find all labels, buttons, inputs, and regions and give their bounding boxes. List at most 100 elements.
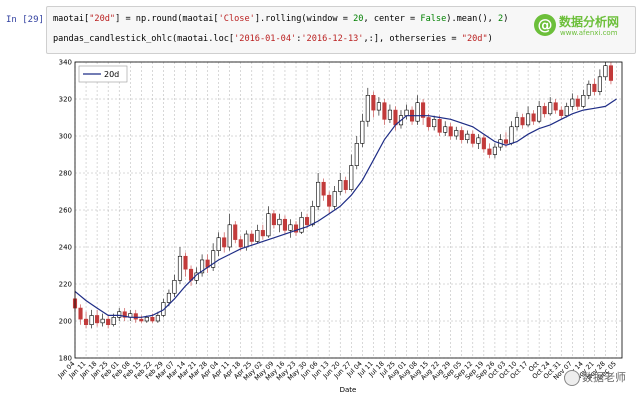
candle-body [448, 126, 453, 137]
candle-body [84, 318, 89, 325]
candle-body [305, 217, 310, 226]
candle-body [260, 230, 265, 237]
candle-body [332, 191, 337, 207]
candle-body [288, 224, 293, 231]
candle-body [282, 218, 288, 231]
candle-body [570, 98, 575, 107]
candle-body [277, 218, 282, 226]
candle-body [581, 95, 586, 107]
legend-label-20d: 20d [104, 70, 119, 79]
candle-body [421, 102, 426, 118]
candle-body [608, 65, 613, 81]
candle-body [266, 213, 271, 237]
candle-body [227, 224, 232, 248]
candle-body [487, 148, 492, 155]
candle-body [470, 133, 475, 144]
candle-body [371, 95, 376, 111]
candle-body [426, 117, 431, 128]
candle-body [95, 315, 100, 324]
candle-body [564, 106, 569, 116]
candle-body [553, 102, 558, 111]
candle-body [299, 217, 304, 233]
y-tick-label: 220 [59, 281, 72, 289]
y-tick-label: 200 [59, 318, 72, 326]
candle-body [481, 137, 486, 150]
candle-body [244, 233, 249, 248]
candle-body [531, 113, 536, 122]
candle-body [78, 307, 83, 320]
candle-body [387, 109, 392, 120]
wechat-icon [564, 370, 580, 386]
candle-body [526, 113, 531, 126]
candle-body [592, 83, 597, 92]
candle-body [100, 318, 105, 324]
candle-body [537, 106, 542, 122]
candle-body [548, 102, 553, 115]
candle-body [514, 117, 520, 128]
candle-body [503, 139, 509, 144]
candle-body [343, 180, 348, 190]
candle-body [459, 130, 464, 140]
candle-body [133, 313, 138, 320]
candle-body [376, 102, 381, 111]
candle-body [177, 255, 183, 281]
candle-body [559, 109, 564, 116]
candle-body [249, 233, 254, 242]
candle-body [233, 224, 238, 240]
candle-body [476, 137, 481, 144]
candle-body [321, 181, 326, 196]
candle-body [360, 120, 365, 144]
afenxi-logo: @ 数据分析网 www.afenxi.com [534, 10, 630, 44]
candle-body [310, 206, 315, 226]
x-axis-label: Date [340, 386, 357, 394]
candle-body [404, 109, 409, 116]
candle-body [255, 230, 260, 242]
candle-body [382, 102, 387, 120]
candle-body [172, 279, 177, 294]
y-tick-label: 180 [59, 355, 72, 363]
candle-body [200, 259, 205, 274]
candle-body [349, 165, 354, 190]
candle-body [338, 180, 343, 192]
candle-body [443, 126, 448, 133]
candle-body [465, 133, 470, 140]
candle-body [139, 318, 144, 322]
y-tick-label: 280 [59, 170, 72, 178]
candle-body [271, 213, 276, 226]
legend-box [78, 65, 128, 83]
candle-body [509, 126, 514, 144]
candle-body [144, 316, 149, 322]
y-tick-label: 320 [59, 96, 72, 104]
y-tick-label: 300 [59, 133, 72, 141]
candle-body [415, 102, 420, 122]
candle-body [111, 316, 116, 325]
candle-body [597, 76, 602, 92]
legend: 20d [78, 65, 128, 83]
series-line-20d [74, 98, 617, 318]
y-tick-label: 240 [59, 244, 72, 252]
candle-body [575, 98, 580, 107]
candle-body [238, 239, 243, 248]
candle-body [492, 146, 497, 155]
candle-body [122, 311, 127, 318]
candle-body [586, 83, 591, 96]
candle-body [183, 255, 188, 270]
candle-body [222, 237, 227, 248]
candle-body [520, 117, 525, 126]
logo-text: 数据分析网 [559, 15, 620, 29]
candle-body [150, 316, 155, 322]
y-tick-label: 340 [59, 59, 72, 67]
candle-body [293, 224, 299, 233]
candle-body [603, 65, 608, 78]
candle-body [89, 315, 94, 326]
candle-body [106, 318, 111, 325]
logo-at-icon: @ [534, 14, 556, 36]
candle-body [211, 250, 216, 268]
candle-body [354, 143, 359, 166]
candle-body [316, 181, 321, 207]
wechat-watermark: 数据老师 [564, 369, 626, 386]
plot-frame [74, 61, 623, 359]
y-tick-label: 260 [59, 207, 72, 215]
